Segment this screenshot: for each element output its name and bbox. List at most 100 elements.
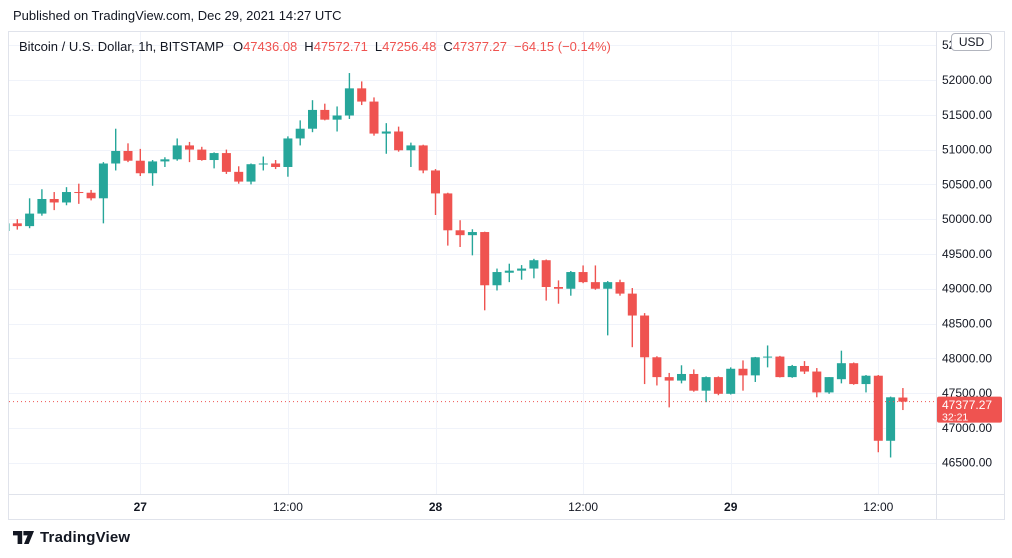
- ohlc-high: H47572.71: [304, 39, 368, 54]
- candle-body: [49, 198, 59, 203]
- candle-body: [689, 373, 699, 391]
- candle-body: [86, 192, 96, 199]
- candle-body: [554, 287, 563, 289]
- candle-body: [455, 230, 465, 236]
- candle-body: [9, 223, 10, 231]
- candle-body: [295, 128, 305, 139]
- price-tick-label: 51000.00: [942, 143, 992, 157]
- candle-body: [381, 131, 391, 134]
- candles-series: [9, 73, 908, 458]
- price-tick-label: 50000.00: [942, 212, 992, 226]
- candle-body: [308, 109, 317, 129]
- candle-body: [320, 109, 330, 120]
- candle-body: [74, 192, 84, 194]
- candle-body: [812, 371, 822, 393]
- candle-body: [603, 282, 613, 289]
- candle-body: [148, 161, 158, 174]
- candle-body: [800, 365, 809, 372]
- candle-body: [332, 115, 342, 120]
- candle-body: [492, 272, 502, 286]
- candle-body: [578, 272, 588, 283]
- candle-body: [615, 282, 625, 294]
- candle-body: [37, 198, 47, 214]
- price-tick-label: 52000.00: [942, 73, 992, 87]
- candle-body: [344, 88, 354, 116]
- candle-body: [467, 232, 477, 236]
- candle-body: [541, 260, 551, 288]
- change-value: −64.15 (−0.14%): [514, 39, 611, 54]
- published-caption: Published on TradingView.com, Dec 29, 20…: [13, 8, 342, 23]
- candle-body: [135, 160, 145, 174]
- chart-canvas[interactable]: 52500.0052000.0051500.0051000.0050500.00…: [9, 32, 1004, 519]
- candle-body: [504, 270, 514, 273]
- candle-body: [12, 223, 22, 227]
- candle-body: [873, 375, 883, 441]
- ohlc-open: O47436.08: [232, 39, 298, 54]
- candle-body: [590, 282, 600, 289]
- candle-body: [898, 397, 908, 402]
- price-tick-label: 48500.00: [942, 317, 992, 331]
- chart-widget: 52500.0052000.0051500.0051000.0050500.00…: [8, 31, 1005, 520]
- currency-badge: USD: [951, 33, 992, 51]
- candle-body: [517, 268, 527, 271]
- chart-legend: Bitcoin / U.S. Dollar, 1h, BITSTAMP O4743…: [19, 39, 611, 54]
- bar-countdown: 32:21: [942, 412, 968, 424]
- candle-body: [713, 377, 723, 394]
- price-tick-label: 50500.00: [942, 177, 992, 191]
- candle-body: [357, 88, 367, 102]
- candle-body: [824, 377, 834, 393]
- ohlc-close: C47377.27: [443, 39, 508, 54]
- price-tick-label: 46500.00: [942, 456, 992, 470]
- grid-lines: [9, 32, 936, 494]
- candle-body: [62, 192, 71, 203]
- price-tick-label: 49500.00: [942, 247, 992, 261]
- time-axis[interactable]: 27 12:00 28 12:00 29 12:00: [134, 500, 894, 514]
- candle-body: [283, 138, 293, 167]
- candle-body: [640, 315, 650, 358]
- tradingview-logo-link[interactable]: TradingView: [13, 529, 130, 546]
- candle-body: [111, 150, 121, 164]
- candle-body: [25, 213, 35, 227]
- price-tick-label: 48000.00: [942, 351, 992, 365]
- candle-body: [566, 272, 576, 289]
- candle-body: [529, 260, 539, 269]
- candle-body: [677, 373, 686, 381]
- candle-body: [775, 356, 785, 378]
- candle-body: [787, 365, 797, 378]
- candle-body: [209, 153, 219, 161]
- time-tick-label: 12:00: [568, 500, 598, 514]
- candle-body: [234, 171, 244, 182]
- candle-body: [750, 357, 760, 376]
- candle-body: [627, 293, 637, 316]
- time-tick-label: 12:00: [863, 500, 893, 514]
- candle-body: [246, 164, 256, 182]
- last-price-badge-bg: [937, 396, 1002, 423]
- candle-body: [172, 145, 182, 160]
- candle-body: [271, 163, 281, 167]
- candle-body: [258, 163, 268, 165]
- candle-body: [836, 363, 846, 380]
- candle-body: [431, 170, 440, 194]
- ohlc-low: L47256.48: [374, 39, 437, 54]
- symbol-title: Bitcoin / U.S. Dollar, 1h, BITSTAMP: [19, 39, 224, 54]
- candle-body: [98, 163, 108, 199]
- candle-body: [763, 356, 773, 358]
- candle-body: [480, 232, 490, 286]
- candle-body: [849, 363, 859, 385]
- time-tick-label: 12:00: [273, 500, 303, 514]
- candle-body: [185, 145, 194, 150]
- tradingview-logo-text: TradingView: [40, 529, 131, 546]
- candle-body: [726, 368, 736, 394]
- price-tick-label: 51500.00: [942, 108, 992, 122]
- candle-body: [418, 145, 428, 171]
- candle-body: [738, 368, 748, 376]
- candle-body: [861, 375, 871, 385]
- candle-body: [369, 101, 379, 134]
- time-tick-label: 28: [429, 500, 443, 514]
- candle-body: [652, 357, 662, 378]
- time-tick-label: 27: [134, 500, 148, 514]
- price-tick-label: 49000.00: [942, 282, 992, 296]
- last-price-value: 47377.27: [942, 398, 992, 412]
- candle-body: [443, 193, 453, 231]
